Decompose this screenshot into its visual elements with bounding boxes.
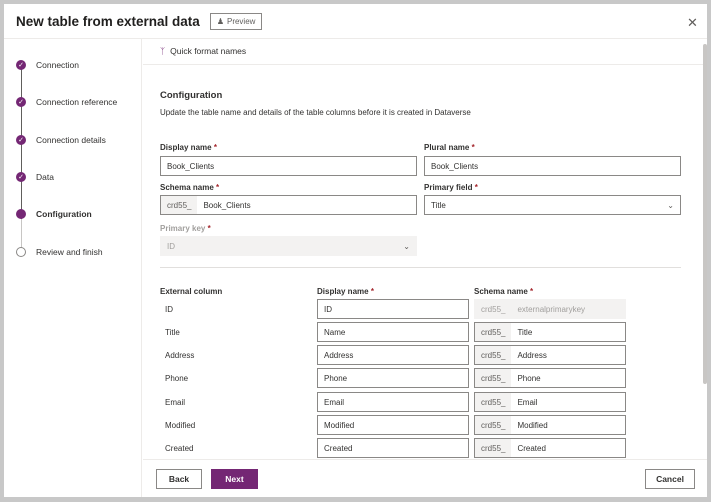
external-column-name: Modified <box>165 421 196 430</box>
close-icon[interactable]: ✕ <box>687 15 698 30</box>
schema-name-header: Schema name * <box>474 287 534 296</box>
column-display-name-input[interactable]: Modified <box>317 415 469 435</box>
external-column-name: Title <box>165 328 180 337</box>
column-display-name-input[interactable]: Name <box>317 322 469 342</box>
chevron-down-icon: ⌄ <box>403 241 410 251</box>
person-icon: ♟ <box>216 17 224 26</box>
external-column-name: Address <box>165 351 195 360</box>
external-column-name: Created <box>165 444 194 453</box>
cancel-button[interactable]: Cancel <box>645 469 695 489</box>
preview-badge: ♟ Preview <box>209 13 263 30</box>
primary-key-label: Primary key * <box>160 224 211 233</box>
external-column-name: Phone <box>165 374 189 383</box>
check-circle-icon: ✓ <box>16 97 26 107</box>
step-data: ✓ Data <box>16 172 54 182</box>
quick-format-label: Quick format names <box>170 46 247 56</box>
column-schema-name-input[interactable]: crd55_ Phone <box>474 368 626 388</box>
schema-name-label: Schema name * <box>160 183 220 192</box>
next-button[interactable]: Next <box>211 469 258 489</box>
primary-key-dropdown: ID ⌄ <box>160 236 417 256</box>
divider <box>4 38 707 39</box>
scrollbar[interactable] <box>703 44 707 384</box>
column-schema-name-input[interactable]: crd55_ Modified <box>474 415 626 435</box>
primary-field-label: Primary field * <box>424 183 478 192</box>
dialog-title: New table from external data <box>16 14 200 29</box>
check-circle-icon: ✓ <box>16 60 26 70</box>
step-connector <box>20 219 22 251</box>
quick-format-button[interactable]: ᛉ Quick format names <box>160 46 246 56</box>
chevron-down-icon: ⌄ <box>667 200 674 210</box>
divider <box>160 267 681 268</box>
divider <box>143 64 707 65</box>
step-connection-reference: ✓ Connection reference <box>16 97 117 107</box>
external-column-name: Email <box>165 398 186 407</box>
primary-field-dropdown[interactable]: Title ⌄ <box>424 195 681 215</box>
column-display-name-input[interactable]: Phone <box>317 368 469 388</box>
step-connection-details: ✓ Connection details <box>16 135 106 145</box>
section-description: Update the table name and details of the… <box>160 108 471 117</box>
display-name-input[interactable]: Book_Clients <box>160 156 417 176</box>
column-display-name-input[interactable]: ID <box>317 299 469 319</box>
display-name-label: Display name * <box>160 143 217 152</box>
step-review-and-finish: Review and finish <box>16 247 103 257</box>
external-column-header: External column <box>160 287 223 296</box>
check-circle-icon: ✓ <box>16 172 26 182</box>
plural-name-input[interactable]: Book_Clients <box>424 156 681 176</box>
check-circle-icon: ✓ <box>16 135 26 145</box>
plural-name-label: Plural name * <box>424 143 475 152</box>
dialog: New table from external data ♟ Preview ✕ … <box>4 4 707 497</box>
column-schema-name-input[interactable]: crd55_ Address <box>474 345 626 365</box>
display-name-header: Display name * <box>317 287 374 296</box>
column-schema-name-input[interactable]: crd55_ Created <box>474 438 626 458</box>
back-button[interactable]: Back <box>156 469 202 489</box>
step-connection: ✓ Connection <box>16 60 79 70</box>
column-schema-name-input: crd55_ externalprimarykey <box>474 299 626 319</box>
column-schema-name-input[interactable]: crd55_ Title <box>474 322 626 342</box>
column-display-name-input[interactable]: Address <box>317 345 469 365</box>
section-heading: Configuration <box>160 90 223 101</box>
preview-label: Preview <box>226 17 256 26</box>
divider <box>143 459 707 460</box>
step-circle-icon <box>16 247 26 257</box>
steps-sidebar: ✓ Connection ✓ Connection reference ✓ Connect… <box>4 39 142 497</box>
dialog-header: New table from external data ♟ Preview <box>16 13 263 30</box>
schema-name-input[interactable]: crd55_ Book_Clients <box>160 195 417 215</box>
step-circle-icon <box>16 209 26 219</box>
step-configuration: Configuration <box>16 209 92 219</box>
column-display-name-input[interactable]: Created <box>317 438 469 458</box>
format-icon: ᛉ <box>160 46 166 56</box>
column-schema-name-input[interactable]: crd55_ Email <box>474 392 626 412</box>
column-display-name-input[interactable]: Email <box>317 392 469 412</box>
external-column-name: ID <box>165 305 173 314</box>
